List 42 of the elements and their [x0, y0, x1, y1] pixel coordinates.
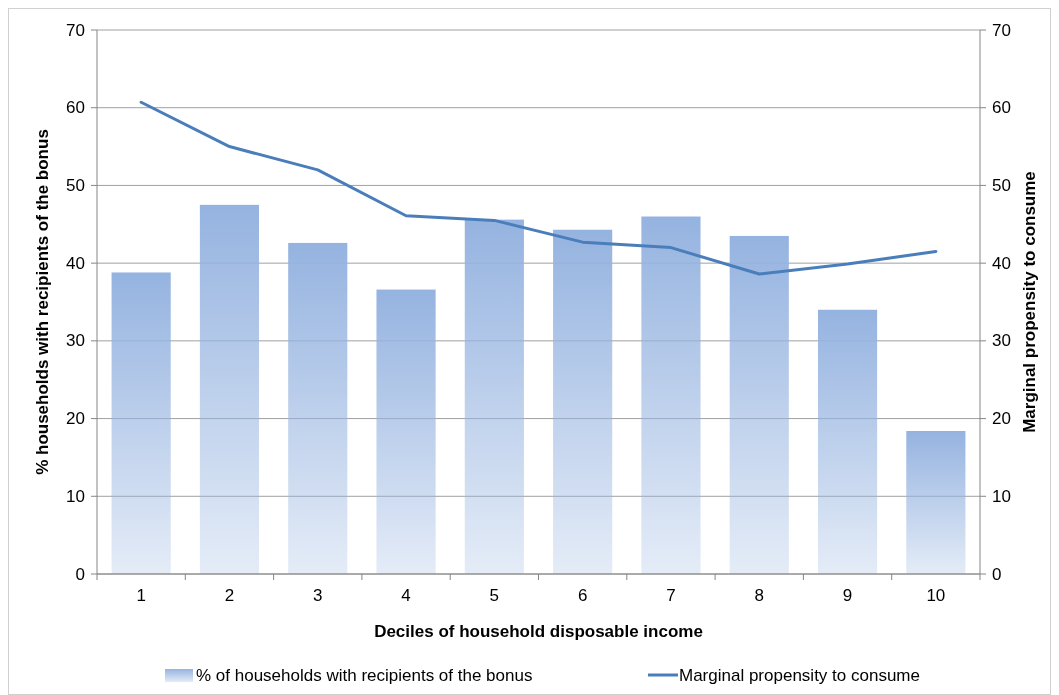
bar — [199, 204, 260, 574]
bar — [464, 219, 524, 574]
y2-tick-label: 60 — [992, 98, 1011, 118]
x-tick-label: 2 — [224, 586, 235, 605]
bar — [729, 235, 789, 574]
y-tick-label: 60 — [66, 98, 85, 118]
bar — [111, 272, 171, 574]
y2-tick-label: 0 — [992, 564, 1002, 584]
x-tick-label: 3 — [313, 586, 323, 605]
y-tick-label: 70 — [66, 20, 85, 40]
y-tick-label: 40 — [66, 253, 85, 273]
legend-label: % of households with recipients of the bonus — [196, 665, 533, 685]
x-axis-title: Deciles of household disposable income — [374, 622, 703, 641]
x-tick-label: 5 — [489, 586, 500, 605]
bar — [376, 289, 436, 574]
bar — [817, 309, 878, 574]
x-tick-label: 9 — [842, 586, 853, 605]
y-tick-label: 20 — [66, 409, 85, 429]
bar — [906, 431, 966, 574]
y2-tick-label: 10 — [992, 486, 1011, 506]
y-tick-label: 50 — [66, 175, 85, 195]
x-tick-label: 8 — [754, 586, 764, 605]
x-tick-label: 10 — [926, 586, 946, 605]
y2-tick-label: 70 — [992, 20, 1011, 40]
y2-axis-title: Marginal propensity to consume — [1020, 171, 1039, 433]
y2-tick-label: 50 — [992, 175, 1011, 195]
x-tick-label: 7 — [666, 586, 676, 605]
y2-tick-label: 20 — [992, 409, 1011, 429]
y2-tick-label: 30 — [992, 331, 1011, 351]
x-tick-label: 1 — [136, 586, 146, 605]
bar — [288, 242, 348, 574]
y-tick-label: 10 — [66, 486, 85, 506]
bar — [641, 216, 701, 574]
y2-tick-label: 40 — [992, 253, 1011, 273]
y-tick-label: 30 — [66, 331, 85, 351]
y-tick-label: 0 — [75, 564, 85, 584]
line-series — [139, 100, 938, 276]
legend-label: Marginal propensity to consume — [679, 665, 920, 685]
bar — [553, 229, 613, 574]
y-axis-title: % households with recipients of the bonus — [33, 129, 52, 475]
x-tick-label: 4 — [401, 586, 411, 605]
x-tick-label: 6 — [577, 586, 588, 605]
